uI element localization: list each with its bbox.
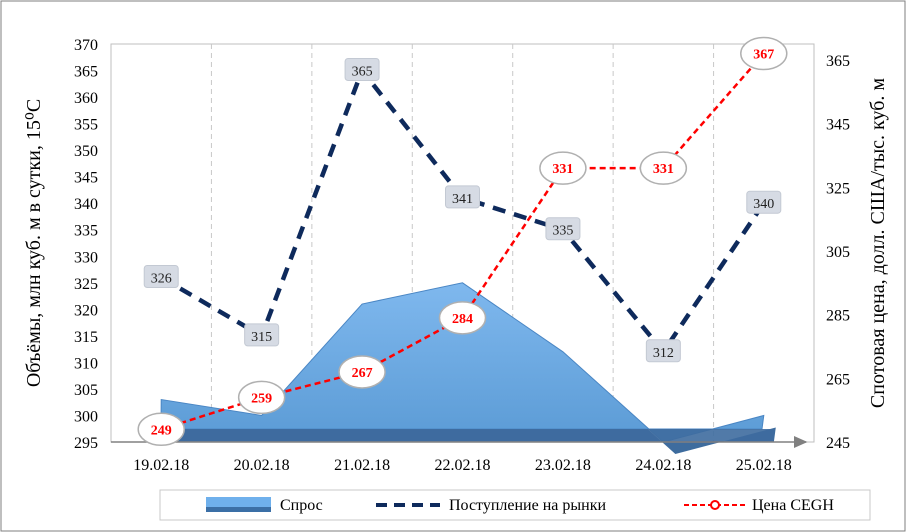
right-tick-label: 245	[826, 435, 850, 452]
left-tick-label: 310	[74, 355, 98, 372]
legend-item-price: Цена CEGH	[684, 497, 834, 514]
x-tick-label: 25.02.18	[736, 457, 792, 474]
price-label-bubble	[639, 151, 688, 185]
supply-data-label: 326	[151, 271, 172, 286]
left-axis-ticks: 295 300 305 310 315 320 325 330 335 340 345 350 355 3…	[74, 37, 98, 452]
legend-label-supply: Поступление на рынки	[449, 497, 606, 514]
price-label-bubble	[539, 151, 587, 185]
legend-swatch-demand	[206, 497, 271, 507]
left-tick-label: 300	[74, 408, 98, 425]
price-data-labels: 249 259 267 284 331 331 367	[137, 36, 788, 447]
left-tick-label: 315	[74, 329, 98, 346]
price-label-bubble	[438, 301, 487, 335]
area-series	[160, 282, 776, 454]
supply-label-box	[545, 217, 581, 241]
left-tick-label: 365	[74, 64, 98, 81]
left-tick-label: 360	[74, 90, 98, 107]
x-tick-label: 22.02.18	[435, 457, 491, 474]
legend-item-supply: Поступление на рынки	[376, 497, 606, 514]
x-tick-label: 23.02.18	[535, 457, 591, 474]
right-tick-label: 265	[826, 371, 850, 388]
left-tick-label: 335	[74, 223, 98, 240]
plot-area	[110, 43, 815, 454]
x-axis-ticks: 19.02.18 20.02.18 21.02.18 22.02.18 23.02.18…	[133, 457, 792, 474]
supply-label-box	[344, 58, 380, 82]
left-axis-label: Объёмы, млн куб. м в сутки, 15⁰С	[23, 99, 45, 387]
price-label-bubble	[137, 412, 185, 447]
area-floor	[161, 429, 774, 442]
left-tick-label: 295	[74, 435, 98, 452]
left-tick-label: 355	[74, 117, 98, 134]
left-tick-label: 345	[74, 170, 98, 187]
legend-box	[159, 489, 871, 521]
left-tick-label: 325	[74, 276, 98, 293]
supply-label-box	[143, 264, 179, 288]
price-data-label: 331	[552, 162, 573, 177]
right-tick-label: 285	[826, 308, 850, 325]
supply-label-box	[746, 190, 782, 214]
legend-item-demand: Спрос	[206, 497, 323, 514]
supply-label-box	[445, 185, 480, 209]
supply-data-labels: 326 315 365 341 335 312 340	[143, 58, 782, 363]
price-data-label: 331	[653, 162, 674, 177]
price-label-bubble	[740, 36, 788, 71]
price-label-bubble	[338, 355, 386, 389]
legend-label-price: Цена CEGH	[752, 497, 834, 514]
x-tick-label: 19.02.18	[133, 457, 189, 474]
legend-swatch-demand-edge	[206, 507, 271, 512]
supply-data-label: 335	[552, 224, 573, 239]
x-tick-label: 21.02.18	[334, 457, 390, 474]
right-axis-label: Спотовая цена, долл. США/тыс. куб. м	[867, 78, 889, 408]
supply-label-box	[645, 339, 681, 363]
right-tick-label: 325	[826, 180, 850, 197]
supply-data-label: 365	[352, 65, 373, 80]
price-data-label: 267	[352, 366, 373, 381]
left-tick-label: 340	[74, 196, 98, 213]
supply-data-label: 312	[653, 346, 674, 361]
left-tick-label: 370	[74, 37, 98, 54]
area-fill	[160, 282, 765, 443]
left-tick-label: 350	[74, 143, 98, 160]
legend: Спрос Поступление на рынки Цена CEGH	[159, 489, 871, 521]
right-tick-label: 365	[826, 53, 850, 70]
right-tick-label: 305	[826, 244, 850, 261]
supply-data-label: 315	[251, 330, 272, 345]
price-label-bubble	[237, 380, 286, 415]
x-tick-label: 24.02.18	[635, 457, 691, 474]
right-axis-ticks: 245 265 285 305 325 345 365	[826, 53, 850, 452]
price-data-label: 367	[753, 48, 774, 63]
left-tick-label: 320	[74, 302, 98, 319]
x-tick-label: 20.02.18	[234, 457, 290, 474]
price-data-label: 249	[151, 423, 172, 438]
left-tick-label: 330	[74, 249, 98, 266]
supply-label-box	[244, 323, 280, 347]
price-data-label: 284	[452, 312, 473, 327]
right-tick-label: 345	[826, 117, 850, 134]
legend-marker-price	[710, 500, 720, 510]
price-data-label: 259	[251, 391, 272, 406]
supply-data-label: 341	[452, 192, 473, 207]
supply-data-label: 340	[753, 197, 774, 212]
legend-label-demand: Спрос	[280, 497, 323, 514]
left-tick-label: 305	[74, 382, 98, 399]
